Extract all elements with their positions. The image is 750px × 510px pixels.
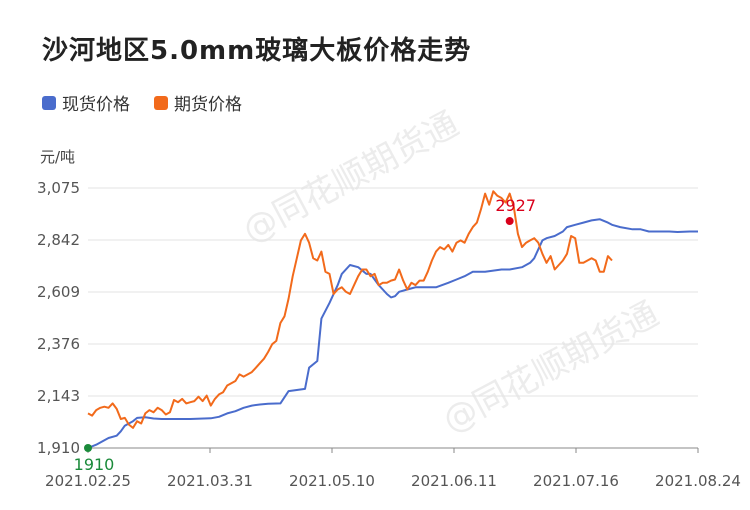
y-tick-label: 2,842 [37,231,80,249]
legend-label-spot: 现货价格 [62,95,130,115]
y-tick-label: 2,143 [37,387,80,405]
annotation-label: 1910 [74,455,115,474]
y-tick-label: 1,910 [37,439,80,457]
x-tick-label: 2021.02.25 [45,472,131,490]
y-axis-unit: 元/吨 [40,148,76,166]
series-line-futures [87,190,613,429]
x-tick-label: 2021.05.10 [289,472,375,490]
legend-label-futures: 期货价格 [174,95,242,115]
legend-swatch-spot [42,95,56,110]
x-tick-label: 2021.08.24 [655,472,741,490]
annotation-label: 2927 [495,196,536,215]
legend-swatch-futures [154,95,168,110]
annotation-marker [84,444,92,452]
chart-title: 沙河地区5.0mm玻璃大板价格走势 [42,36,472,66]
series-line-spot [87,218,698,449]
y-tick-label: 3,075 [37,179,80,197]
x-tick-label: 2021.03.31 [167,472,253,490]
legend-item-spot[interactable]: 现货价格 [42,90,130,115]
annotation-marker [505,217,514,226]
y-tick-label: 2,376 [37,335,80,353]
x-tick-label: 2021.06.11 [411,472,497,490]
x-tick-label: 2021.07.16 [533,472,619,490]
legend-item-futures[interactable]: 期货价格 [154,90,242,115]
chart-legend: 现货价格 期货价格 [42,90,242,115]
y-tick-label: 2,609 [37,283,80,301]
